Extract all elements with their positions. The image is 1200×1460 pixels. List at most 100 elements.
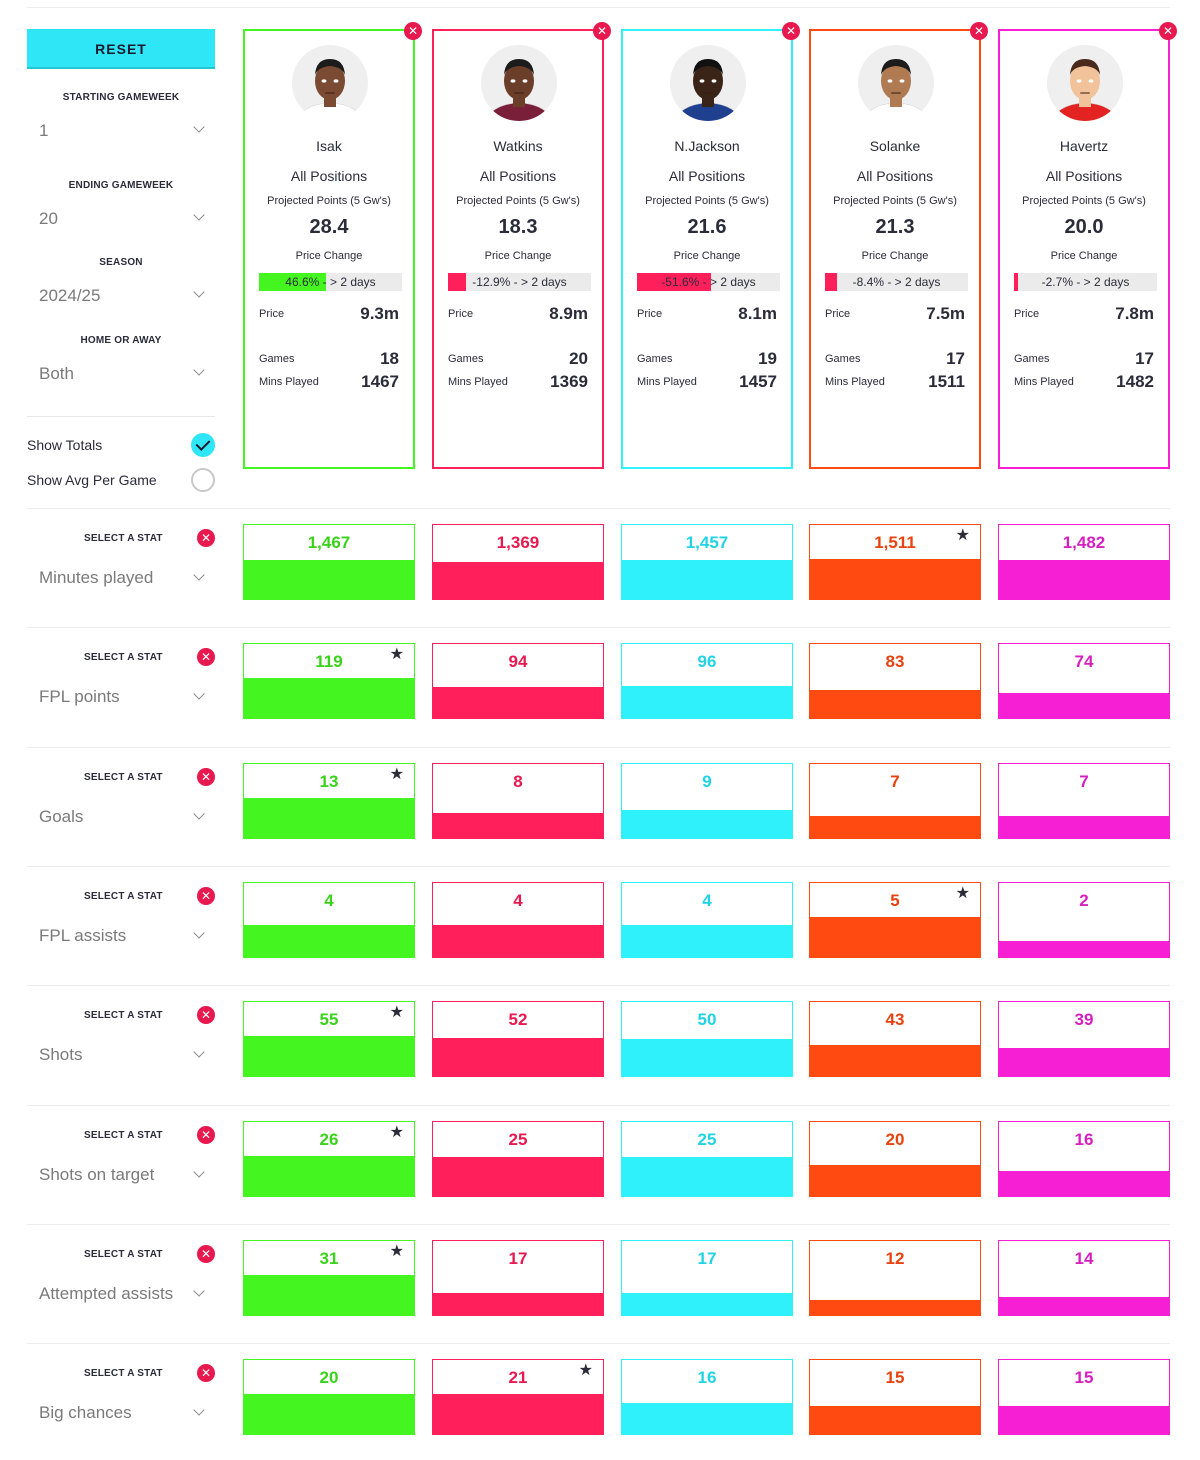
stat-selector[interactable]: SELECT A STAT ✕ FPL points — [27, 648, 215, 728]
home-away-select[interactable]: Both — [27, 364, 215, 388]
stat-value: 21 — [508, 1368, 528, 1387]
ending-gameweek-filter: ENDING GAMEWEEK 20 — [27, 180, 215, 233]
mins-played-label: Mins Played — [448, 376, 508, 388]
stat-value: 2 — [1079, 891, 1089, 910]
select-stat-label: SELECT A STAT — [84, 772, 163, 783]
star-icon: ★ — [389, 766, 404, 783]
stat-cell: 25 — [432, 1121, 604, 1197]
player-avatar — [670, 45, 746, 121]
stat-fill-bar — [433, 1394, 603, 1434]
stat-value: 20 — [885, 1130, 905, 1149]
stat-name[interactable]: Attempted assists — [39, 1284, 174, 1303]
stat-cell: 17 — [432, 1240, 604, 1316]
price-change-label: Price Change — [861, 250, 929, 262]
stat-cell: 12 — [809, 1240, 981, 1316]
stat-fill-bar — [810, 917, 980, 957]
price-change-fill — [825, 273, 837, 291]
row-divider — [27, 1105, 1170, 1106]
stat-name[interactable]: FPL points — [39, 687, 120, 706]
stat-selector[interactable]: SELECT A STAT ✕ FPL assists — [27, 887, 215, 967]
stat-fill-bar — [433, 1038, 603, 1076]
projected-points-value: 28.4 — [309, 216, 349, 238]
star-icon: ★ — [389, 1124, 404, 1141]
stat-cell: 13 ★ — [243, 763, 415, 839]
player-name: Solanke — [869, 138, 921, 154]
stat-name[interactable]: Shots — [39, 1045, 83, 1064]
projected-points-label: Projected Points (5 Gw's) — [645, 195, 769, 207]
reset-button[interactable]: RESET — [27, 29, 215, 69]
stat-selector[interactable]: SELECT A STAT ✕ Goals — [27, 768, 215, 848]
player-card: ✕ N.Jackson All Positions Projected Poin… — [621, 22, 800, 469]
season-select[interactable]: 2024/25 — [27, 286, 215, 310]
stat-selector[interactable]: SELECT A STAT ✕ Minutes played — [27, 529, 215, 609]
stat-value: 12 — [885, 1249, 905, 1268]
remove-player-icon[interactable]: ✕ — [1159, 22, 1177, 40]
stat-cell: 21 ★ — [432, 1359, 604, 1435]
stat-fill-bar — [999, 816, 1169, 838]
stat-value: 14 — [1074, 1249, 1094, 1268]
stat-fill-bar — [622, 560, 792, 599]
stat-selector[interactable]: SELECT A STAT ✕ Shots — [27, 1006, 215, 1086]
remove-stat-icon[interactable]: ✕ — [197, 887, 215, 905]
stat-fill-bar — [810, 559, 980, 599]
remove-stat-icon[interactable]: ✕ — [197, 1245, 215, 1263]
stat-value: 74 — [1074, 652, 1094, 671]
remove-player-icon[interactable]: ✕ — [970, 22, 988, 40]
stat-fill-bar — [244, 925, 414, 957]
stat-selector[interactable]: SELECT A STAT ✕ Big chances — [27, 1364, 215, 1444]
stat-fill-bar — [244, 1394, 414, 1434]
stat-fill-bar — [244, 560, 414, 599]
stat-fill-bar — [244, 1036, 414, 1076]
ending-gameweek-value: 20 — [39, 209, 58, 228]
player-position: All Positions — [668, 168, 746, 184]
player-card: ✕ Havertz All Positions Projected Points… — [998, 22, 1177, 469]
stat-name[interactable]: Shots on target — [39, 1165, 155, 1184]
remove-stat-icon[interactable]: ✕ — [197, 1364, 215, 1382]
projected-points-value: 21.6 — [687, 216, 727, 238]
price-change-bar: -2.7% - > 2 days — [1014, 273, 1157, 291]
show-avg-toggle[interactable]: Show Avg Per Game — [27, 467, 215, 493]
stat-fill-bar — [622, 1039, 792, 1076]
checkmark-icon[interactable] — [191, 433, 215, 457]
projected-points-label: Projected Points (5 Gw's) — [456, 195, 580, 207]
price-change-label: Price Change — [1050, 250, 1118, 262]
stat-selector[interactable]: SELECT A STAT ✕ Shots on target — [27, 1126, 215, 1206]
stat-name[interactable]: FPL assists — [39, 926, 127, 945]
stat-selector[interactable]: SELECT A STAT ✕ Attempted assists — [27, 1245, 215, 1325]
row-divider — [27, 1343, 1170, 1344]
stat-fill-bar — [810, 1045, 980, 1076]
remove-player-icon[interactable]: ✕ — [593, 22, 611, 40]
stat-fill-bar — [433, 925, 603, 957]
ending-gameweek-select[interactable]: 20 — [27, 209, 215, 233]
player-position: All Positions — [290, 168, 368, 184]
stat-value: 8 — [513, 772, 523, 791]
stat-fill-bar — [244, 678, 414, 718]
remove-stat-icon[interactable]: ✕ — [197, 1006, 215, 1024]
stat-fill-bar — [810, 1165, 980, 1196]
radio-empty-icon[interactable] — [191, 468, 215, 492]
projected-points-value: 18.3 — [498, 216, 538, 238]
games-label: Games — [825, 353, 861, 365]
stat-cell: 9 — [621, 763, 793, 839]
remove-player-icon[interactable]: ✕ — [404, 22, 422, 40]
price-change-value: -12.9% - > 2 days — [472, 275, 567, 289]
remove-stat-icon[interactable]: ✕ — [197, 1126, 215, 1144]
mins-played-label: Mins Played — [825, 376, 885, 388]
starting-gameweek-select[interactable]: 1 — [27, 121, 215, 145]
starting-gameweek-label: STARTING GAMEWEEK — [62, 92, 180, 103]
remove-stat-icon[interactable]: ✕ — [197, 768, 215, 786]
player-position: All Positions — [1045, 168, 1123, 184]
mins-played-label: Mins Played — [637, 376, 697, 388]
remove-stat-icon[interactable]: ✕ — [197, 529, 215, 547]
stat-value: 119 — [315, 652, 343, 671]
stat-name[interactable]: Goals — [39, 807, 84, 826]
stat-fill-bar — [622, 925, 792, 957]
stat-fill-bar — [810, 1300, 980, 1315]
remove-stat-icon[interactable]: ✕ — [197, 648, 215, 666]
show-totals-toggle[interactable]: Show Totals — [27, 432, 215, 458]
stat-name[interactable]: Minutes played — [39, 568, 154, 587]
stat-cell: 5 ★ — [809, 882, 981, 958]
stat-name[interactable]: Big chances — [39, 1403, 132, 1422]
stat-value: 31 — [319, 1249, 339, 1268]
remove-player-icon[interactable]: ✕ — [782, 22, 800, 40]
